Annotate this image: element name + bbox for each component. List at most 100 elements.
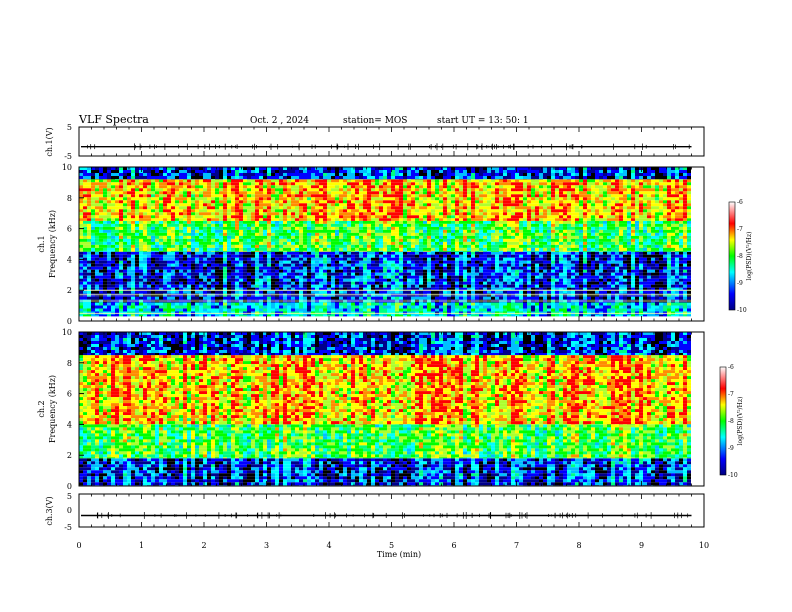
spectrogram-cell <box>371 226 375 230</box>
spectrogram-cell <box>567 247 571 251</box>
spectrogram-cell <box>623 296 627 300</box>
spectrogram-cell <box>79 287 83 291</box>
spectrogram-cell <box>355 308 359 312</box>
spectrogram-cell <box>503 269 507 273</box>
spectrogram-cell <box>459 235 463 239</box>
spectrogram-cell <box>295 229 299 233</box>
spectrogram-cell <box>495 308 499 312</box>
spectrogram-cell <box>627 314 631 317</box>
spectrogram-cell <box>631 272 635 276</box>
spectrogram-cell <box>679 305 683 309</box>
spectrogram-cell <box>451 272 455 276</box>
spectrogram-cell <box>675 272 679 276</box>
spectrogram-cell <box>435 244 439 248</box>
spectrogram-cell <box>591 269 595 273</box>
spectrogram-cell <box>227 235 231 239</box>
spectrogram-cell <box>291 247 295 251</box>
spectrogram-cell <box>423 257 427 261</box>
spectrogram-cell <box>127 244 131 248</box>
spectrogram-cell <box>91 287 95 291</box>
spectrogram-cell <box>211 257 215 261</box>
spectrogram-cell <box>683 257 687 261</box>
spectrogram-cell <box>659 287 663 291</box>
spectrogram-cell <box>239 278 243 282</box>
spectrogram-cell <box>435 308 439 312</box>
spectrogram-cell <box>415 238 419 242</box>
spectrogram-cell <box>255 314 259 317</box>
spectrogram-cell <box>507 260 511 264</box>
spectrogram-cell <box>163 305 167 309</box>
spectrogram-cell <box>655 244 659 248</box>
spectrogram-cell <box>295 241 299 245</box>
spectrogram-cell <box>243 232 247 236</box>
spectrogram-cell <box>447 305 451 309</box>
spectrogram-cell <box>611 244 615 248</box>
spectrogram-cell <box>327 290 331 294</box>
spectrogram-cell <box>171 314 175 317</box>
spectrogram-cell <box>111 241 115 245</box>
spectrogram-cell <box>191 275 195 279</box>
spectrogram-cell <box>515 284 519 288</box>
spectrogram-cell <box>435 238 439 242</box>
spectrogram-cell <box>303 254 307 258</box>
spectrogram-cell <box>403 284 407 288</box>
spectrogram-cell <box>559 260 563 264</box>
spectrogram-cell <box>175 229 179 233</box>
spectrogram-cell <box>103 244 107 248</box>
spectrogram-cell <box>627 254 631 258</box>
spectrogram-cell <box>415 284 419 288</box>
spectrogram-cell <box>243 275 247 279</box>
spectrogram-cell <box>283 254 287 258</box>
spectrogram-cell <box>531 305 535 309</box>
spectrogram-cell <box>111 235 115 239</box>
spectrogram-cell <box>135 266 139 270</box>
spectrogram-cell <box>327 284 331 288</box>
spectrogram-cell <box>259 238 263 242</box>
spectrogram-cell <box>219 272 223 276</box>
spectrogram-cell <box>263 314 267 317</box>
spectrogram-cell <box>191 278 195 282</box>
spectrogram-cell <box>203 220 207 224</box>
spectrogram-cell <box>391 278 395 282</box>
spectrogram-cell <box>267 223 271 227</box>
spectrogram-cell <box>403 238 407 242</box>
spectrogram-cell <box>599 247 603 251</box>
spectrogram-cell <box>611 314 615 317</box>
spectrogram-cell <box>487 266 491 270</box>
spectrogram-cell <box>647 293 651 297</box>
spectrogram-cell <box>95 296 99 300</box>
spectrogram-cell <box>295 293 299 297</box>
spectrogram-cell <box>275 314 279 317</box>
spectrogram-cell <box>287 302 291 306</box>
spectrogram-cell <box>311 244 315 248</box>
spectrogram-cell <box>95 284 99 288</box>
spectrogram-cell <box>387 220 391 224</box>
spectrogram-cell <box>227 314 231 317</box>
spectrogram-cell <box>607 260 611 264</box>
spectrogram-cell <box>103 251 107 255</box>
spectrogram-cell <box>259 254 263 258</box>
spectrogram-cell <box>111 260 115 264</box>
spectrogram-cell <box>263 220 267 224</box>
spectrogram-cell <box>439 272 443 276</box>
spectrogram-cell <box>531 272 535 276</box>
spectrogram-cell <box>255 254 259 258</box>
spectrogram-cell <box>651 278 655 282</box>
spectrogram-cell <box>319 308 323 312</box>
spectrogram-cell <box>455 302 459 306</box>
spectrogram-cell <box>187 241 191 245</box>
spectrogram-cell <box>655 238 659 242</box>
spectrogram-cell <box>495 314 499 317</box>
spectrogram-cell <box>195 275 199 279</box>
spectrogram-cell <box>327 281 331 285</box>
spectrogram-cell <box>515 314 519 317</box>
spectrogram-cell <box>347 305 351 309</box>
spectrogram-cell <box>303 266 307 270</box>
spectrogram-cell <box>95 254 99 258</box>
spectrogram-cell <box>655 290 659 294</box>
spectrogram-cell <box>255 275 259 279</box>
spectrogram-cell <box>203 284 207 288</box>
spectrogram-cell <box>411 266 415 270</box>
spectrogram-cell <box>595 275 599 279</box>
spectrogram-cell <box>295 244 299 248</box>
